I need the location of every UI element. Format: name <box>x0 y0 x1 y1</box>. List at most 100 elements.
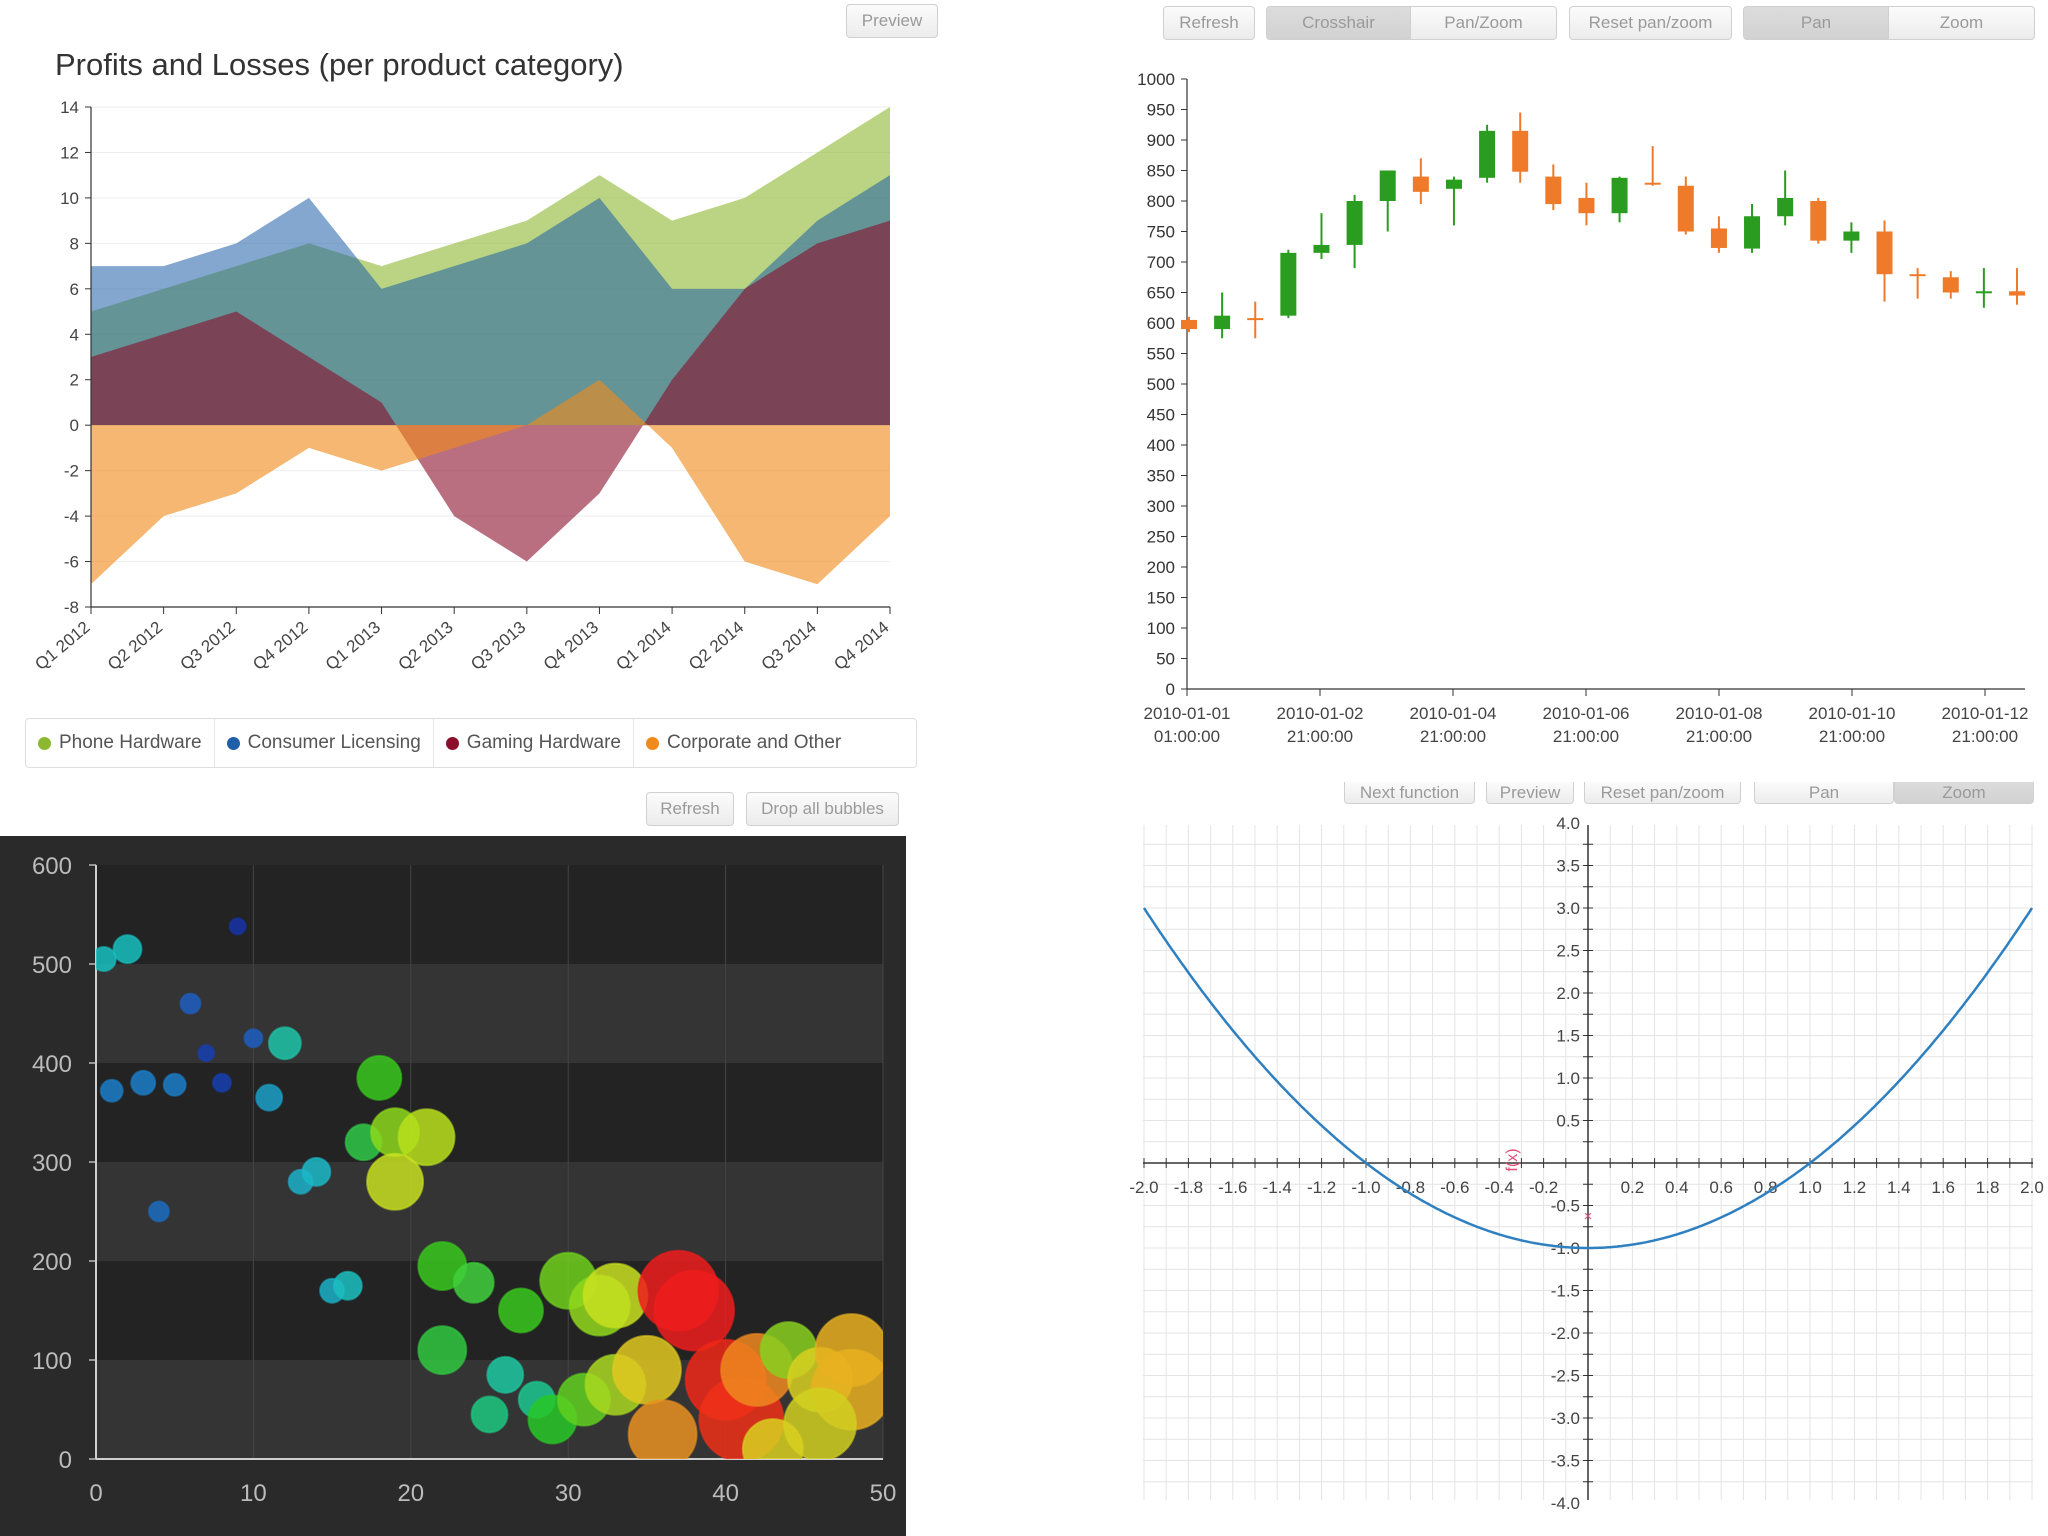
candle-body <box>1214 315 1231 330</box>
candle-body <box>1181 319 1197 330</box>
x-tick-label: 21:00:00 <box>1819 727 1885 746</box>
x-tick-label: Q3 2014 <box>758 618 820 674</box>
drop-bubbles-button[interactable]: Drop all bubbles <box>746 792 899 826</box>
candle-body <box>1313 244 1330 253</box>
bubble <box>243 1028 264 1049</box>
bubble <box>611 1334 682 1405</box>
function-chart: -2.0 -1.8 -1.6 -1.4 -1.2 -1.0 -0.8 -0.6 -0.4 -0.2… <box>1129 814 2043 1513</box>
bubble <box>417 1325 468 1376</box>
x-tick-label: 0.2 <box>1621 1178 1645 1197</box>
x-tick-label: 0 <box>89 1480 102 1507</box>
zoom-button[interactable]: Zoom <box>1889 6 2035 40</box>
x-tick-label: 20 <box>397 1480 424 1507</box>
candle-body <box>1512 130 1529 172</box>
legend-label: Phone Hardware <box>59 732 202 753</box>
y-tick-label: 3.5 <box>1556 857 1580 876</box>
bubble <box>366 1152 425 1211</box>
candle-body <box>1346 201 1363 245</box>
y-tick-label: 550 <box>1147 345 1175 364</box>
candle-body <box>1677 185 1694 232</box>
bubble <box>497 1287 544 1334</box>
y-tick-label: 800 <box>1147 192 1175 211</box>
y-tick-label: 2.0 <box>1556 984 1580 1003</box>
legend-item-consumer-licensing[interactable]: Consumer Licensing <box>215 719 434 767</box>
function-zoom-button[interactable]: Zoom <box>1894 782 2034 804</box>
y-tick-label: 1.5 <box>1556 1027 1580 1046</box>
area-chart: 14 12 10 8 6 4 2 0 -2 -4 -6 -8Q1 2012 Q2 2012 Q3 2012… <box>31 98 892 674</box>
function-preview-button[interactable]: Preview <box>1486 782 1574 804</box>
x-tick-label: 0.6 <box>1709 1178 1733 1197</box>
bubble <box>147 1200 170 1223</box>
bubble <box>301 1156 332 1187</box>
bubble <box>741 1418 804 1459</box>
legend-item-phone-hardware[interactable]: Phone Hardware <box>26 719 215 767</box>
x-tick-label: Q4 2012 <box>249 618 311 674</box>
y-tick-label: 4.0 <box>1556 814 1580 833</box>
bubble <box>96 946 117 973</box>
function-reset-button[interactable]: Reset pan/zoom <box>1584 782 1741 804</box>
y-tick-label: -4.0 <box>1551 1494 1580 1513</box>
bubble <box>332 1270 363 1301</box>
candle-body <box>1644 182 1661 185</box>
y-tick-label: 950 <box>1147 101 1175 120</box>
candle-body <box>1479 130 1496 178</box>
candle-body <box>1909 274 1926 277</box>
bubble <box>356 1054 403 1101</box>
function-pan-button[interactable]: Pan <box>1754 782 1894 804</box>
y-tick-label: -2.0 <box>1551 1324 1580 1343</box>
x-tick-label: 2.0 <box>2020 1178 2044 1197</box>
candle-body <box>1545 176 1562 205</box>
y-tick-label: 900 <box>1147 131 1175 150</box>
y-tick-label: -4 <box>64 507 79 526</box>
bubble <box>211 1072 232 1093</box>
legend-label: Gaming Hardware <box>466 732 621 753</box>
y-tick-label: 650 <box>1147 284 1175 303</box>
y-tick-label: 100 <box>32 1348 72 1375</box>
y-tick-label: 200 <box>1147 558 1175 577</box>
x-tick-label: 2010-01-08 <box>1676 704 1763 723</box>
x-tick-label: 21:00:00 <box>1686 727 1752 746</box>
plot-band <box>96 865 883 964</box>
y-tick-label: 300 <box>1147 497 1175 516</box>
bubble-points <box>96 917 883 1459</box>
x-tick-label: 0.8 <box>1754 1178 1778 1197</box>
reset-panzoom-button[interactable]: Reset pan/zoom <box>1569 6 1732 40</box>
next-function-button[interactable]: Next function <box>1344 782 1475 804</box>
y-tick-label: -3.0 <box>1551 1409 1580 1428</box>
x-tick-label: 1.6 <box>1931 1178 1955 1197</box>
panzoom-button[interactable]: Pan/Zoom <box>1411 6 1557 40</box>
y-tick-label: 750 <box>1147 223 1175 242</box>
candle-body <box>1843 231 1860 241</box>
y-tick-label: 8 <box>70 234 79 253</box>
pan-button[interactable]: Pan <box>1743 6 1889 40</box>
crosshair-button[interactable]: Crosshair <box>1266 6 1411 40</box>
y-tick-label: 1.0 <box>1556 1069 1580 1088</box>
bubble <box>179 992 202 1015</box>
x-tick-label: -0.2 <box>1529 1178 1558 1197</box>
legend-item-corporate-other[interactable]: Corporate and Other <box>634 719 853 767</box>
x-tick-label: -1.6 <box>1218 1178 1247 1197</box>
refresh-button[interactable]: Refresh <box>1163 6 1255 40</box>
x-tick-label: -2.0 <box>1129 1178 1158 1197</box>
candle-body <box>1810 201 1827 241</box>
y-tick-label: 400 <box>1147 436 1175 455</box>
y-tick-label: -8 <box>64 598 79 617</box>
x-tick-label: 21:00:00 <box>1952 727 2018 746</box>
x-tick-label: -1.4 <box>1263 1178 1292 1197</box>
x-tick-label: Q2 2014 <box>685 618 747 674</box>
bubble <box>452 1261 495 1304</box>
bubble-refresh-button[interactable]: Refresh <box>646 792 734 826</box>
candle-body <box>1379 170 1396 201</box>
candle-body <box>1247 318 1264 321</box>
marker-cross: × <box>1584 1208 1593 1225</box>
preview-button[interactable]: Preview <box>846 4 938 38</box>
bubble <box>162 1072 187 1097</box>
x-tick-label: 1.0 <box>1798 1178 1822 1197</box>
y-tick-label: 1000 <box>1137 70 1175 89</box>
y-tick-label: -6 <box>64 553 79 572</box>
x-tick-label: Q3 2013 <box>467 618 529 674</box>
y-tick-label: 50 <box>1156 650 1175 669</box>
legend-item-gaming-hardware[interactable]: Gaming Hardware <box>434 719 634 767</box>
bubble <box>228 917 247 936</box>
x-tick-label: 1.2 <box>1843 1178 1867 1197</box>
